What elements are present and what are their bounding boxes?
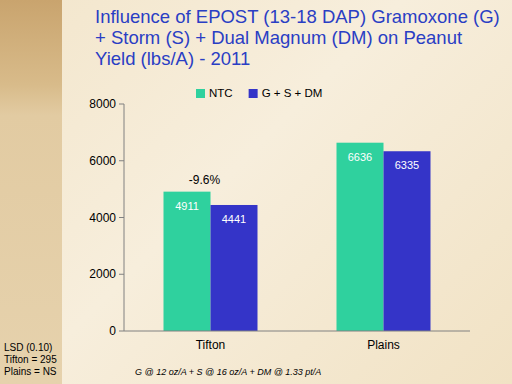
data-label: 6636: [348, 151, 372, 163]
y-tick-label: 2000: [89, 267, 116, 281]
bar: [164, 192, 211, 331]
legend-label: NTC: [209, 87, 233, 99]
bars: [164, 143, 431, 331]
y-tick-label: 6000: [89, 154, 116, 168]
data-label: 4911: [175, 200, 199, 212]
note: LSD (0.10): [4, 342, 52, 353]
x-tick-label: Tifton: [196, 338, 226, 352]
y-tick: [119, 331, 124, 332]
y-tick-label: 4000: [89, 211, 116, 225]
bar: [384, 151, 431, 331]
data-label: 6335: [395, 159, 419, 171]
y-tick-label: 8000: [89, 97, 116, 111]
x-axis: [124, 331, 470, 332]
note: Tifton = 295: [4, 354, 57, 365]
y-tick-label: 0: [109, 324, 116, 338]
legend-label: G + S + DM: [262, 87, 323, 99]
y-tick: [119, 104, 124, 105]
y-tick: [119, 274, 124, 275]
y-tick: [119, 217, 124, 218]
data-label: 4441: [222, 213, 246, 225]
annotation: -9.6%: [189, 173, 221, 187]
bar: [337, 143, 384, 331]
legend-swatch: [249, 89, 258, 98]
y-axis: [124, 104, 125, 331]
title: Influence of EPOST (13-18 DAP) Gramoxone…: [95, 6, 500, 69]
note: Plains = NS: [4, 366, 57, 377]
bar: [211, 205, 258, 331]
side-strip: [0, 0, 62, 384]
footnote: G @ 12 oz/A + S @ 16 oz/A + DM @ 1.33 pt…: [135, 367, 321, 377]
legend-swatch: [196, 89, 205, 98]
y-tick: [119, 160, 124, 161]
x-tick-label: Plains: [367, 338, 400, 352]
